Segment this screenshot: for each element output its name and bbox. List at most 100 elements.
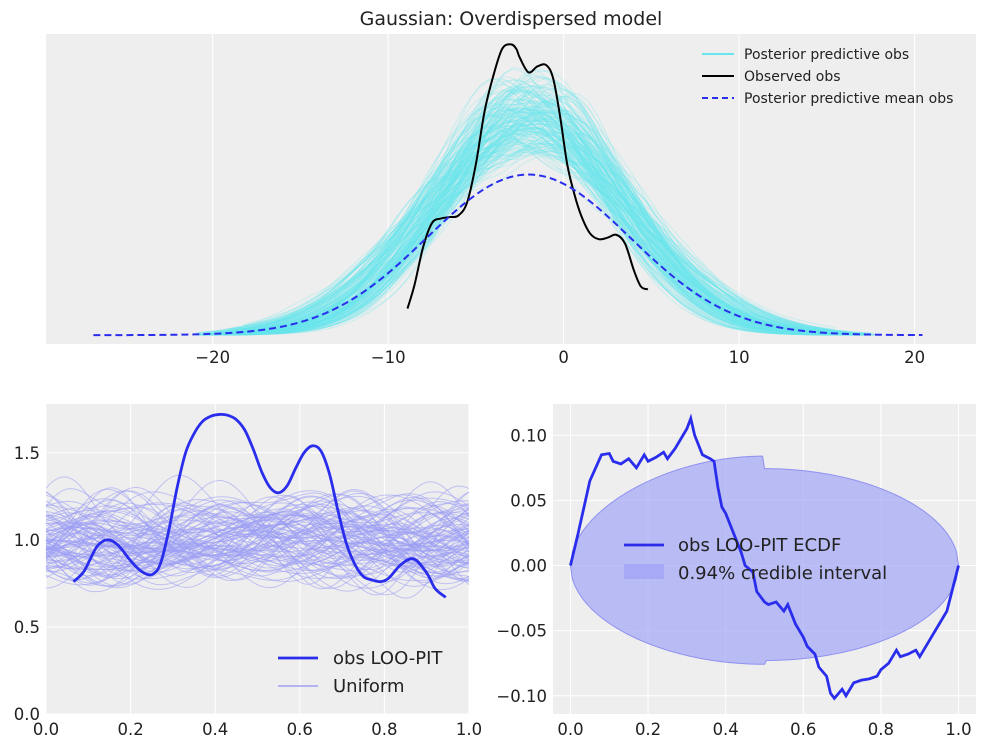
posterior-predictive-draw — [225, 147, 857, 335]
posterior-predictive-draw — [242, 87, 874, 336]
ecdf-x-tick-label: 0.6 — [790, 720, 816, 739]
top-x-tick-label: 0 — [558, 348, 569, 367]
posterior-predictive-draw — [235, 112, 859, 335]
posterior-predictive-draw — [229, 154, 836, 333]
ecdf-y-tick-label: −0.10 — [496, 687, 547, 706]
legend-swatch-credible-interval — [624, 564, 664, 579]
posterior-predictive-draw — [217, 84, 832, 336]
posterior-predictive-draw — [223, 144, 830, 334]
posterior-predictive-draw — [242, 136, 839, 334]
posterior-predictive-draw — [199, 118, 867, 336]
posterior-predictive-draw — [235, 120, 841, 335]
posterior-predictive-draw — [244, 135, 842, 333]
posterior-predictive-draw — [244, 132, 868, 334]
posterior-predictive-draw — [226, 90, 876, 336]
posterior-predictive-draw — [235, 142, 842, 334]
posterior-predictive-draw — [234, 107, 840, 336]
uniform-draw — [45, 505, 470, 578]
posterior-predictive-draw — [206, 96, 856, 336]
posterior-predictive-draw — [229, 149, 844, 333]
posterior-predictive-draw — [226, 110, 832, 335]
posterior-predictive-draw — [246, 99, 826, 335]
posterior-predictive-draw — [242, 126, 849, 334]
posterior-predictive-draw — [197, 102, 839, 336]
top-x-tick-labels: −20 −10 0 10 20 — [195, 348, 925, 367]
posterior-predictive-draw — [204, 107, 828, 336]
legend-label-observed: Observed obs — [744, 69, 841, 85]
posterior-predictive-draw — [242, 100, 831, 336]
loo-pit-kde-chart: 0.0 0.2 0.4 0.6 0.8 1.0 0.0 0.5 1.0 1.5 obs LOO-… — [14, 404, 482, 739]
posterior-predictive-draw — [206, 125, 821, 336]
uniform-draw — [45, 519, 470, 570]
posterior-predictive-draw — [203, 90, 844, 336]
posterior-predictive-draw — [220, 109, 861, 336]
posterior-predictive-draw — [212, 98, 862, 336]
posterior-predictive-draw — [207, 133, 866, 335]
posterior-predictive-draw — [225, 114, 831, 336]
posterior-predictive-draw — [237, 132, 843, 335]
posterior-predictive-draw — [230, 129, 827, 335]
posterior-predictive-draw — [210, 105, 825, 336]
posterior-predictive-draw — [230, 132, 862, 335]
posterior-predictive-draw — [202, 89, 844, 336]
loo-pit-y-tick-label: 1.0 — [14, 531, 40, 550]
posterior-predictive-draw — [243, 80, 850, 336]
uniform-draw — [45, 485, 470, 577]
posterior-predictive-draw — [209, 120, 868, 336]
posterior-predictive-draw — [202, 87, 834, 336]
uniform-draw — [45, 493, 470, 587]
loo-pit-x-tick-label: 0.8 — [371, 720, 397, 739]
ecdf-x-tick-label: 0.0 — [557, 720, 583, 739]
uniform-draw — [45, 495, 470, 580]
loo-pit-y-tick-label: 0.5 — [14, 618, 40, 637]
posterior-predictive-draw — [198, 151, 874, 335]
posterior-predictive-draw — [209, 95, 851, 336]
uniform-draw — [45, 474, 470, 590]
posterior-predictive-draw — [229, 115, 871, 336]
uniform-draw — [45, 488, 470, 596]
posterior-predictive-draw — [223, 109, 856, 336]
posterior-predictive-draw — [209, 106, 850, 336]
posterior-predictive-draw — [236, 123, 860, 335]
posterior-predictive-draw — [242, 144, 858, 335]
posterior-predictive-draw — [225, 68, 866, 336]
posterior-predictive-draw — [223, 97, 839, 336]
posterior-predictive-draw — [211, 115, 853, 336]
posterior-predictive-draw — [234, 78, 849, 336]
posterior-predictive-draw — [216, 117, 831, 335]
posterior-predictive-draw — [227, 133, 868, 335]
posterior-predictive-draw — [195, 139, 846, 334]
ecdf-legend: obs LOO-PIT ECDF 0.94% credible interval — [624, 535, 887, 584]
top-x-tick-label: 10 — [729, 348, 750, 367]
ecdf-x-tick-label: 0.2 — [635, 720, 661, 739]
top-x-tick-label: −10 — [371, 348, 406, 367]
posterior-predictive-draw — [207, 98, 831, 336]
uniform-draw — [45, 502, 470, 579]
posterior-predictive-draw — [208, 106, 832, 336]
uniform-draw — [45, 518, 470, 571]
posterior-predictive-draw — [203, 76, 827, 336]
loo-pit-x-tick-labels: 0.0 0.2 0.4 0.6 0.8 1.0 — [33, 720, 482, 739]
uniform-draw — [45, 494, 470, 572]
loo-pit-x-tick-label: 1.0 — [456, 720, 482, 739]
posterior-predictive-draw — [206, 101, 830, 336]
posterior-predictive-draw — [239, 80, 846, 336]
posterior-predictive-draw — [228, 86, 834, 336]
posterior-predictive-draw — [236, 118, 825, 335]
posterior-predictive-draw — [198, 98, 866, 336]
legend-label-posterior-predictive: Posterior predictive obs — [744, 47, 909, 63]
posterior-predictive-draw — [217, 126, 858, 336]
uniform-draw — [45, 513, 470, 569]
posterior-predictive-draw — [195, 151, 871, 335]
posterior-predictive-draw — [208, 122, 858, 336]
posterior-predictive-draw — [203, 119, 853, 336]
posterior-predictive-draw — [220, 127, 844, 333]
posterior-predictive-draw — [214, 68, 846, 336]
loo-pit-x-tick-label: 0.6 — [287, 720, 313, 739]
posterior-predictive-draw — [207, 118, 866, 336]
posterior-predictive-draw — [211, 128, 827, 335]
loo-pit-y-tick-label: 1.5 — [14, 444, 40, 463]
ecdf-y-tick-label: −0.05 — [496, 622, 547, 641]
uniform-draw — [45, 494, 470, 583]
posterior-predictive-draw — [208, 107, 849, 336]
